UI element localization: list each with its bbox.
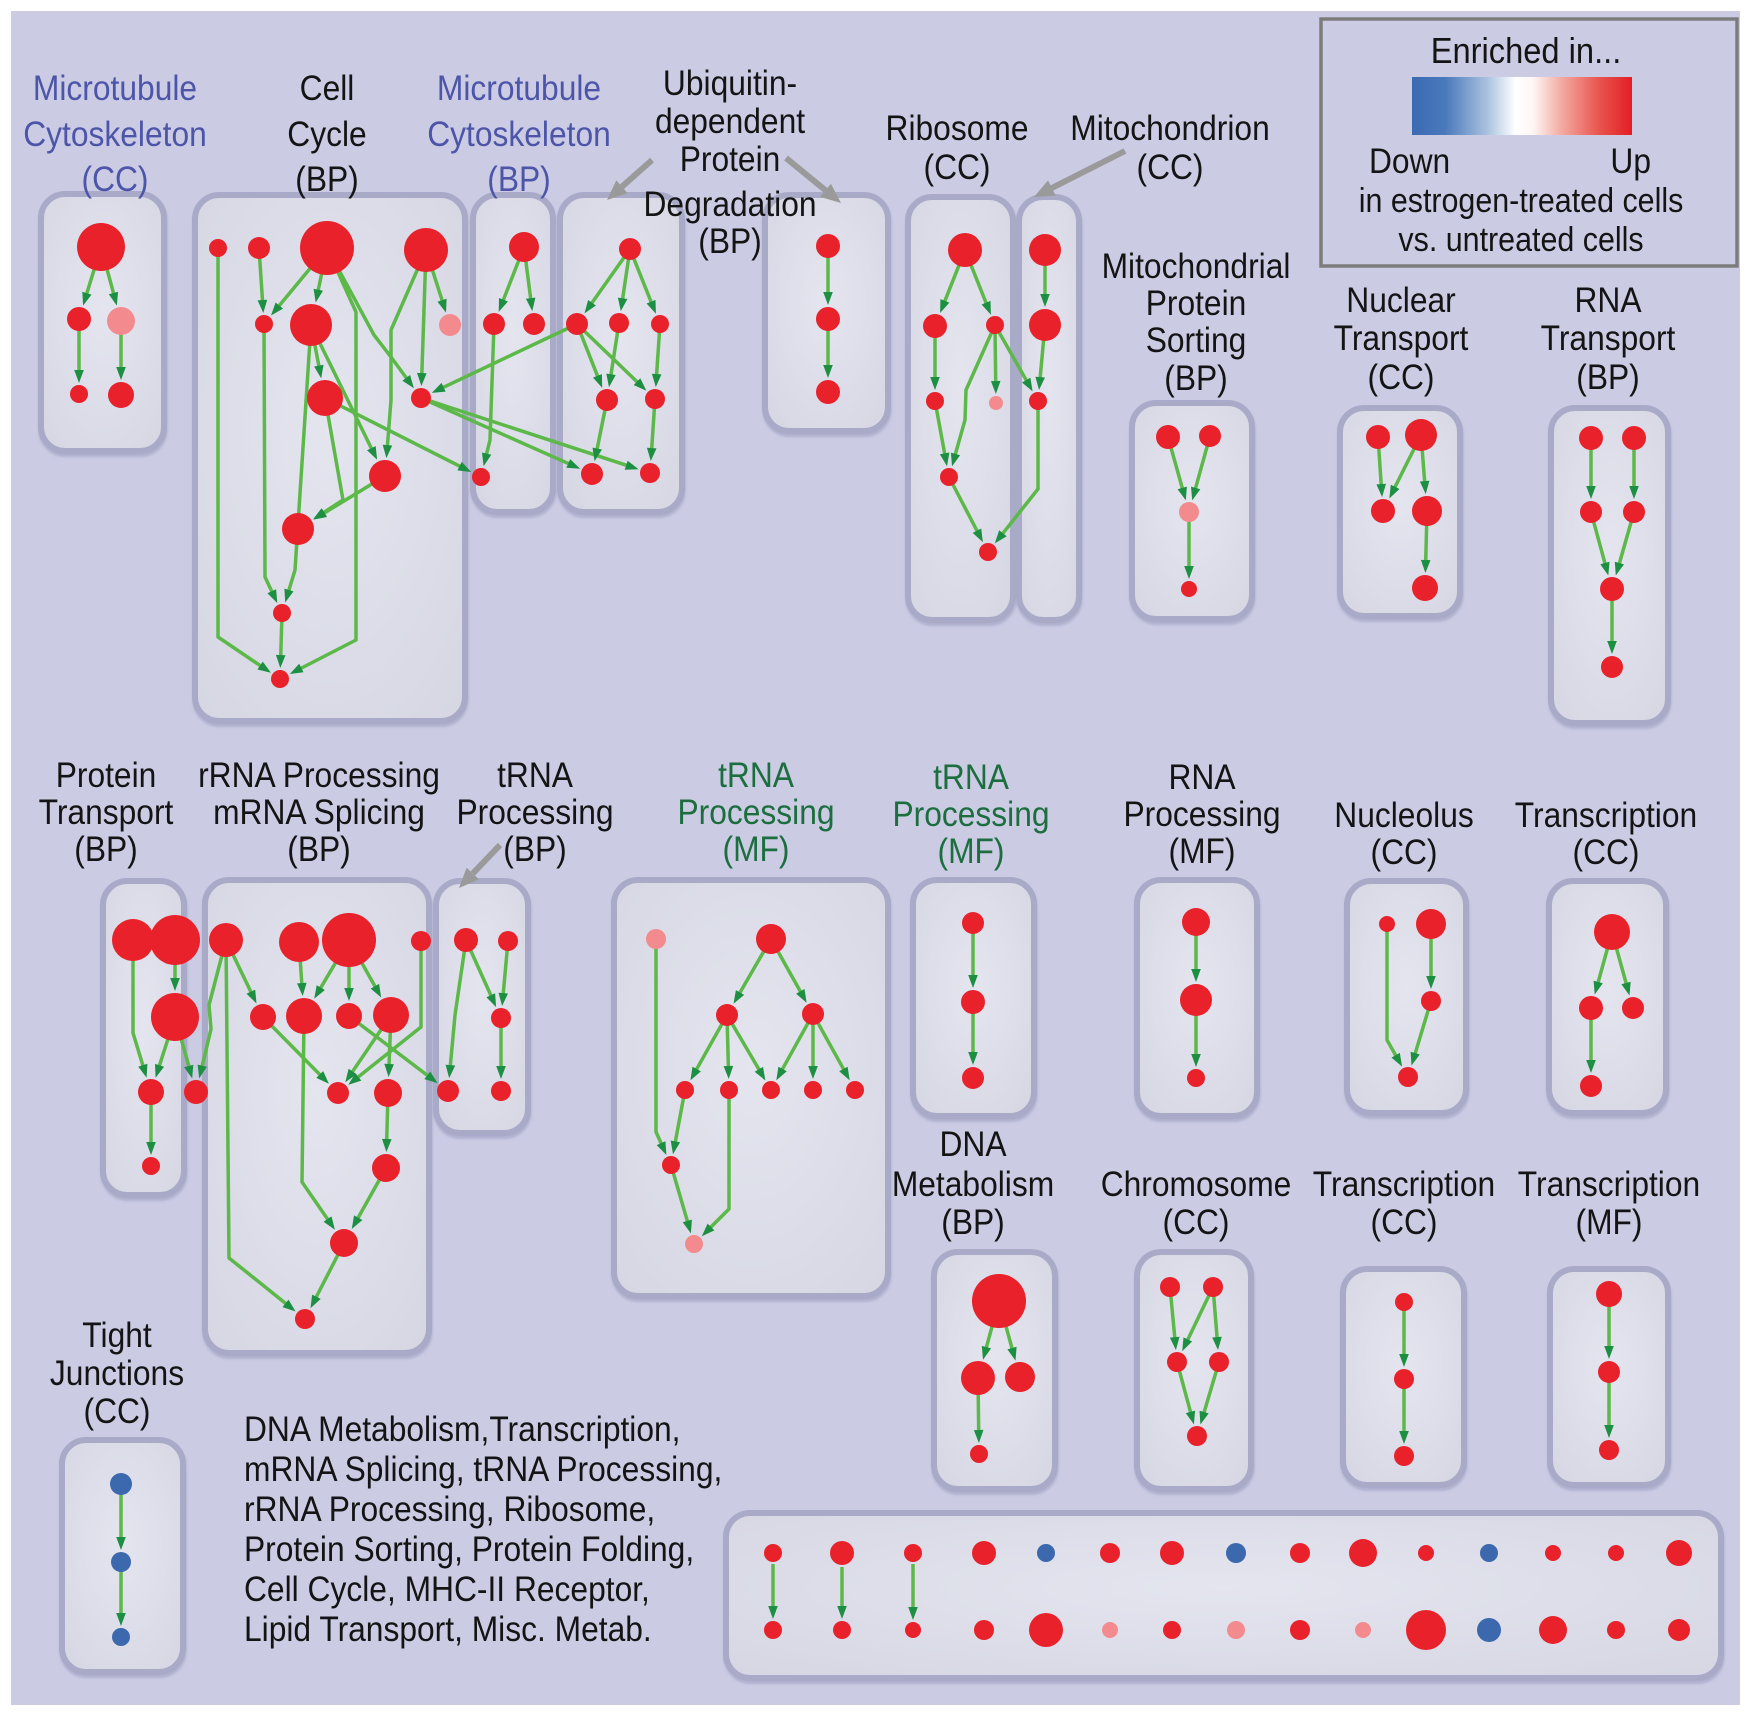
- svg-text:Processing: Processing: [1123, 795, 1280, 834]
- svg-text:mRNA Splicing: mRNA Splicing: [213, 793, 425, 832]
- svg-text:(BP): (BP): [295, 160, 359, 199]
- svg-text:Nucleolus: Nucleolus: [1334, 796, 1473, 835]
- svg-text:(CC): (CC): [1136, 148, 1203, 187]
- svg-text:(CC): (CC): [1370, 833, 1437, 872]
- svg-text:(BP): (BP): [1576, 358, 1640, 397]
- svg-text:tRNA: tRNA: [497, 756, 573, 795]
- svg-text:Sorting: Sorting: [1146, 321, 1247, 360]
- svg-text:Transcription: Transcription: [1313, 1165, 1495, 1204]
- svg-text:Protein: Protein: [56, 756, 157, 795]
- svg-text:Cell: Cell: [300, 69, 355, 108]
- svg-text:Degradation: Degradation: [643, 185, 816, 224]
- svg-text:Transport: Transport: [1541, 319, 1676, 358]
- svg-text:Protein Sorting, Protein Foldi: Protein Sorting, Protein Folding,: [244, 1530, 694, 1569]
- svg-text:(CC): (CC): [81, 160, 148, 199]
- svg-text:Mitochondrial: Mitochondrial: [1102, 247, 1291, 286]
- svg-text:(MF): (MF): [1168, 832, 1235, 871]
- svg-text:Processing: Processing: [456, 793, 613, 832]
- svg-text:Enriched in...: Enriched in...: [1431, 31, 1622, 71]
- svg-text:Mitochondrion: Mitochondrion: [1070, 109, 1269, 148]
- svg-text:(BP): (BP): [1164, 359, 1228, 398]
- svg-text:Cycle: Cycle: [287, 115, 366, 154]
- svg-text:Transport: Transport: [39, 793, 174, 832]
- svg-text:mRNA Splicing, tRNA Processing: mRNA Splicing, tRNA Processing,: [244, 1450, 722, 1489]
- svg-text:(BP): (BP): [74, 830, 138, 869]
- svg-text:Cytoskeleton: Cytoskeleton: [23, 115, 207, 154]
- svg-text:Transcription: Transcription: [1518, 1165, 1700, 1204]
- svg-text:(MF): (MF): [937, 832, 1004, 871]
- svg-text:Lipid Transport, Misc. Metab.: Lipid Transport, Misc. Metab.: [244, 1610, 652, 1649]
- svg-text:in estrogen-treated cells: in estrogen-treated cells: [1359, 181, 1684, 219]
- svg-text:(CC): (CC): [1367, 358, 1434, 397]
- svg-text:vs. untreated cells: vs. untreated cells: [1398, 220, 1643, 258]
- svg-text:Metabolism: Metabolism: [892, 1165, 1054, 1204]
- svg-text:(BP): (BP): [487, 160, 551, 199]
- svg-text:Microtubule: Microtubule: [33, 69, 197, 108]
- svg-text:Microtubule: Microtubule: [437, 69, 601, 108]
- svg-text:Protein: Protein: [1146, 284, 1247, 323]
- svg-text:(CC): (CC): [1572, 833, 1639, 872]
- svg-text:Tight: Tight: [82, 1316, 152, 1355]
- svg-text:DNA: DNA: [939, 1125, 1007, 1164]
- svg-text:Cell Cycle, MHC-II Receptor,: Cell Cycle, MHC-II Receptor,: [244, 1570, 650, 1609]
- svg-text:(BP): (BP): [698, 222, 762, 261]
- svg-text:Processing: Processing: [892, 795, 1049, 834]
- svg-text:Down: Down: [1369, 142, 1450, 181]
- svg-text:Up: Up: [1610, 142, 1651, 181]
- svg-text:Nuclear: Nuclear: [1346, 281, 1455, 320]
- svg-text:(BP): (BP): [941, 1203, 1005, 1242]
- svg-text:Transport: Transport: [1334, 319, 1469, 358]
- svg-text:rRNA Processing, Ribosome,: rRNA Processing, Ribosome,: [244, 1490, 655, 1529]
- svg-text:tRNA: tRNA: [718, 756, 794, 795]
- svg-text:(BP): (BP): [503, 830, 567, 869]
- svg-text:Transcription: Transcription: [1515, 796, 1697, 835]
- svg-text:(CC): (CC): [83, 1392, 150, 1431]
- svg-text:Protein: Protein: [680, 140, 781, 179]
- svg-text:(MF): (MF): [722, 830, 789, 869]
- svg-text:DNA Metabolism,Transcription,: DNA Metabolism,Transcription,: [244, 1410, 681, 1449]
- svg-text:Junctions: Junctions: [50, 1354, 184, 1393]
- svg-text:Cytoskeleton: Cytoskeleton: [427, 115, 611, 154]
- svg-text:Ubiquitin-: Ubiquitin-: [663, 64, 797, 103]
- svg-text:(MF): (MF): [1575, 1203, 1642, 1242]
- svg-text:tRNA: tRNA: [933, 758, 1009, 797]
- svg-text:Ribosome: Ribosome: [886, 109, 1029, 148]
- svg-text:(CC): (CC): [1162, 1203, 1229, 1242]
- svg-text:RNA: RNA: [1574, 281, 1642, 320]
- svg-text:(CC): (CC): [1370, 1203, 1437, 1242]
- svg-text:Processing: Processing: [677, 793, 834, 832]
- svg-text:dependent: dependent: [655, 102, 806, 141]
- svg-text:RNA: RNA: [1168, 758, 1236, 797]
- svg-text:(BP): (BP): [287, 830, 351, 869]
- svg-text:Chromosome: Chromosome: [1101, 1165, 1292, 1204]
- svg-text:rRNA Processing: rRNA Processing: [198, 756, 440, 795]
- svg-text:(CC): (CC): [923, 148, 990, 187]
